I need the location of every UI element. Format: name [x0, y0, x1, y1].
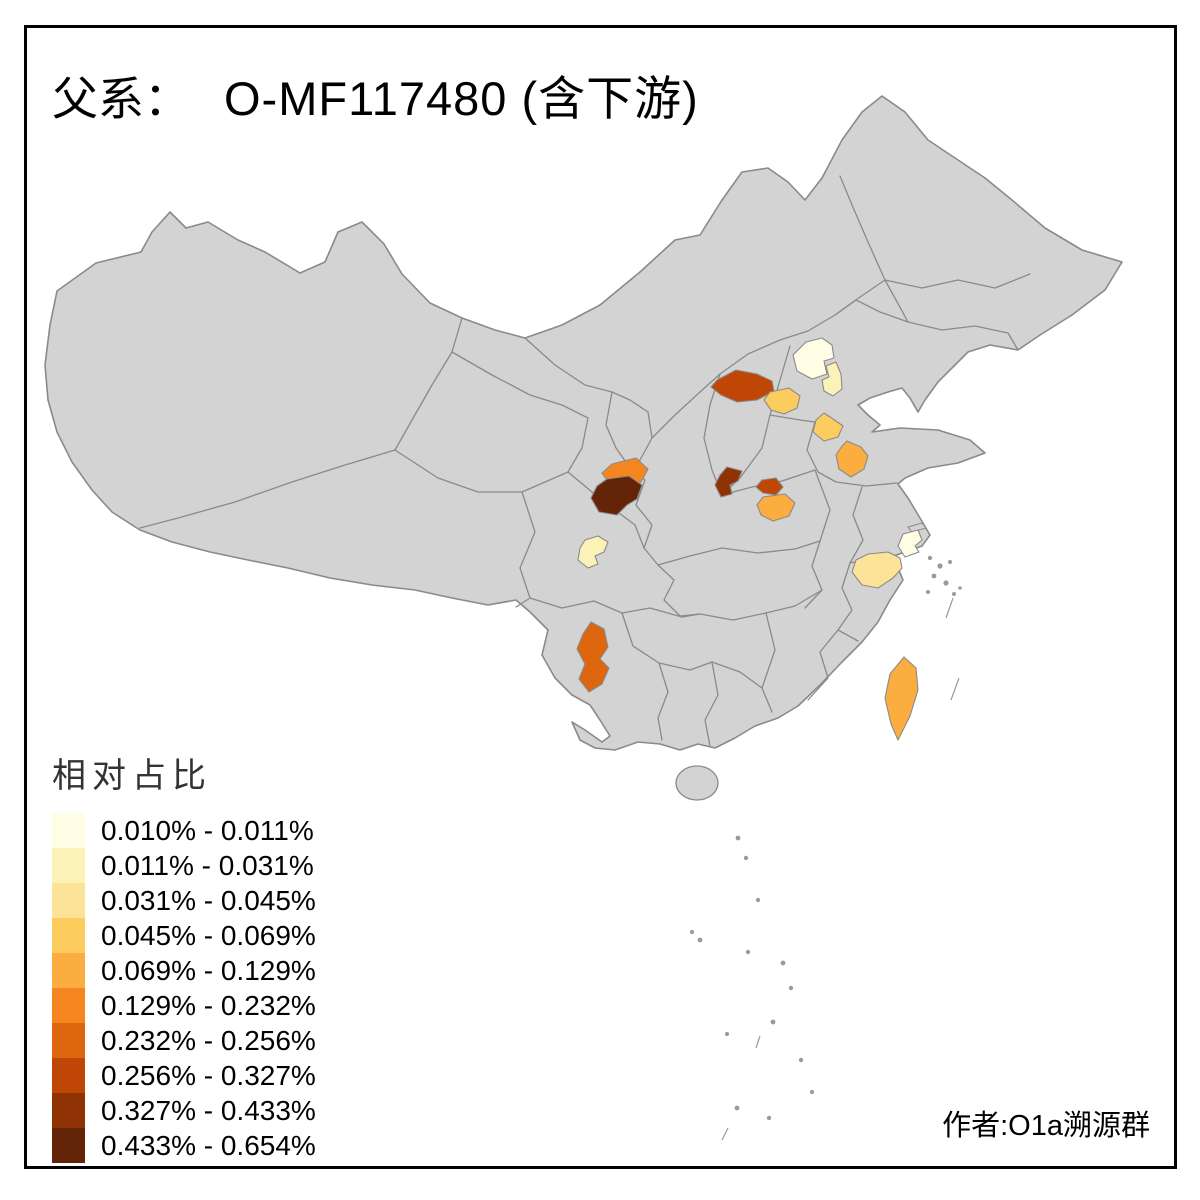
legend-swatch [52, 988, 85, 1023]
patch-taiwan [884, 656, 919, 741]
province-border-line [657, 662, 669, 741]
author-credit: 作者:O1a溯源群 [942, 1110, 1150, 1142]
province-border-line [849, 486, 864, 564]
province-borders [139, 175, 1031, 747]
legend-rows: 0.010% - 0.011% 0.011% - 0.031% 0.031% -… [52, 813, 316, 1163]
province-border-line [451, 351, 589, 419]
patch-beijing [792, 337, 835, 380]
chongming-island [907, 522, 927, 533]
hainan-island [675, 765, 719, 801]
province-border-line [524, 337, 613, 393]
patch-southeast-gansu [590, 475, 643, 516]
legend-row: 0.010% - 0.011% [52, 813, 316, 848]
patch-central-yunnan [576, 621, 610, 693]
province-border-line [907, 321, 1019, 351]
patch-north-shanxi [710, 369, 775, 403]
province-border-line [711, 661, 763, 689]
province-border-line [769, 414, 816, 423]
coastal-islands [926, 555, 962, 596]
province-border-line [839, 175, 886, 281]
province-border-line [139, 449, 396, 529]
patch-tianjin [821, 361, 843, 397]
province-border-line [884, 279, 909, 323]
province-border-line [804, 540, 823, 609]
legend-label: 0.232% - 0.256% [101, 1024, 316, 1056]
province-border-line [394, 317, 463, 451]
colored-regions [576, 337, 923, 741]
patch-southwest-shandong [835, 440, 869, 478]
province-border-line [703, 373, 723, 496]
map-legend: 相对占比 0.010% - 0.011% 0.011% - 0.031% 0.0… [52, 748, 316, 1163]
province-border-line [721, 540, 821, 554]
legend-row: 0.011% - 0.031% [52, 848, 316, 883]
patch-shanghai [897, 529, 923, 558]
province-border-line [719, 279, 886, 375]
patch-west-henan [756, 493, 796, 522]
legend-swatch [52, 813, 85, 848]
province-border-line [814, 469, 831, 542]
legend-row: 0.031% - 0.045% [52, 883, 316, 918]
legend-label: 0.327% - 0.433% [101, 1094, 316, 1126]
legend-swatch [52, 953, 85, 988]
legend-label: 0.031% - 0.045% [101, 884, 316, 916]
legend-row: 0.069% - 0.129% [52, 953, 316, 988]
province-border-line [651, 373, 721, 439]
province-border-line [529, 597, 623, 614]
legend-row: 0.327% - 0.433% [52, 1093, 316, 1128]
legend-row: 0.256% - 0.327% [52, 1058, 316, 1093]
province-border-line [394, 449, 569, 493]
province-border-line [761, 612, 776, 713]
legend-label: 0.010% - 0.011% [101, 814, 314, 846]
province-border-line [657, 564, 701, 617]
patch-south-shanxi [714, 466, 743, 498]
legend-swatch [52, 883, 85, 918]
title-prefix: 父系： [52, 72, 190, 126]
province-border-line [621, 607, 701, 618]
legend-swatch [52, 848, 85, 883]
china-outline [44, 95, 1123, 751]
province-border-line [884, 273, 1031, 289]
legend-label: 0.011% - 0.031% [101, 849, 314, 881]
legend-label: 0.129% - 0.232% [101, 989, 316, 1021]
south-sea-islands [689, 597, 960, 1141]
patch-northwest-shandong [812, 412, 844, 442]
patch-central-hebei [763, 387, 801, 415]
province-border-line [806, 421, 837, 483]
legend-row: 0.129% - 0.232% [52, 988, 316, 1023]
legend-label: 0.045% - 0.069% [101, 919, 316, 951]
province-border-line [834, 299, 909, 323]
legend-label: 0.256% - 0.327% [101, 1059, 316, 1091]
legend-row: 0.433% - 0.654% [52, 1128, 316, 1163]
province-border-line [704, 661, 719, 747]
legend-row: 0.045% - 0.069% [52, 918, 316, 953]
title-main: O-MF117480 (含下游) [224, 72, 699, 125]
legend-label: 0.069% - 0.129% [101, 954, 316, 986]
legend-title: 相对占比 [52, 757, 212, 795]
patch-chengdu-plain [577, 535, 609, 569]
legend-swatch [52, 1058, 85, 1093]
province-border-line [835, 481, 898, 487]
patch-north-zhejiang [851, 551, 903, 589]
legend-label: 0.433% - 0.654% [101, 1129, 316, 1161]
legend-swatch [52, 1093, 85, 1128]
province-border-line [515, 491, 536, 608]
legend-swatch [52, 918, 85, 953]
province-border-line [837, 562, 859, 642]
province-border-line [807, 629, 839, 701]
legend-swatch [52, 1128, 85, 1163]
province-border-line [567, 417, 589, 473]
legend-swatch [52, 1023, 85, 1058]
legend-row: 0.232% - 0.256% [52, 1023, 316, 1058]
province-border-line [657, 547, 723, 566]
province-border-line [605, 391, 629, 466]
page-title: 父系： O-MF117480 (含下游) [52, 60, 699, 129]
